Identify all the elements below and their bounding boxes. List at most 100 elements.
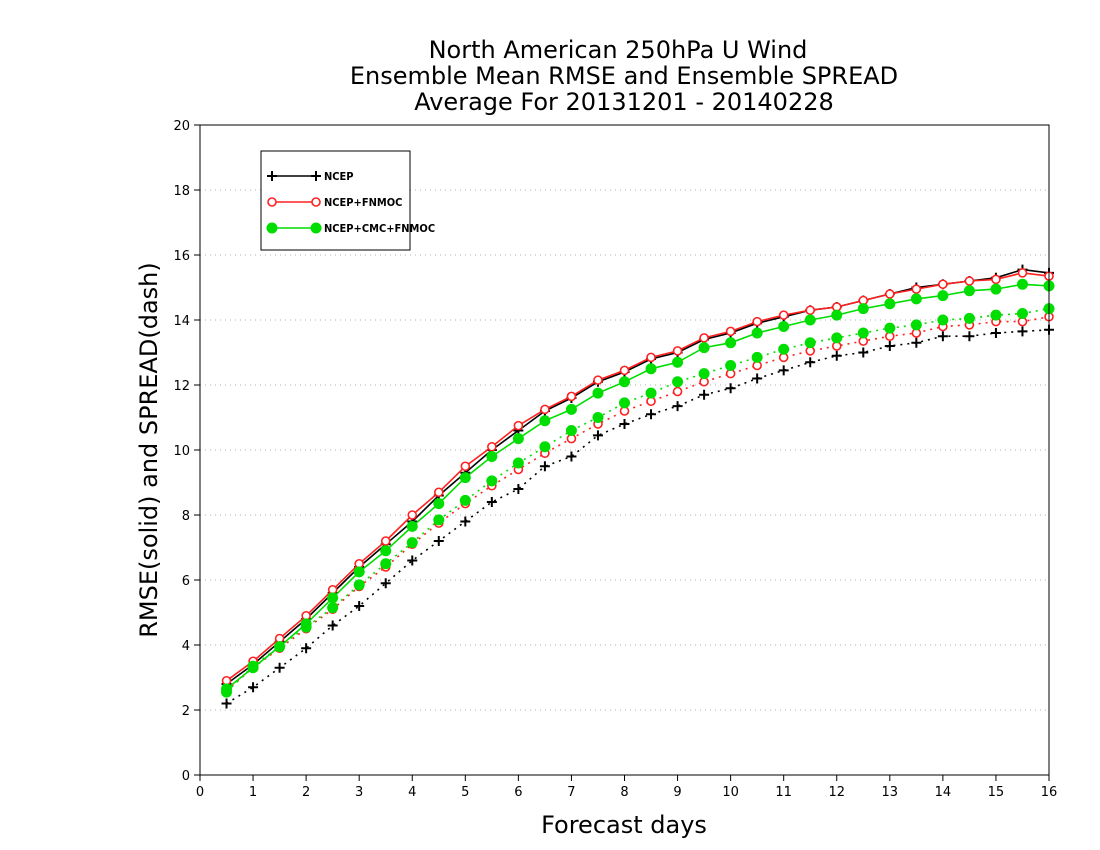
data-point (1017, 326, 1028, 337)
data-point (1016, 278, 1028, 290)
data-point (459, 472, 471, 484)
data-point (778, 310, 789, 320)
data-point (380, 536, 391, 546)
y-tick-label: 2 (182, 704, 190, 719)
title-line-2: Ensemble Mean RMSE and Ensemble SPREAD (350, 62, 898, 90)
data-point (407, 510, 418, 520)
data-point (619, 419, 630, 429)
data-point (699, 389, 710, 400)
data-point (619, 397, 630, 409)
data-point (593, 375, 603, 385)
data-point (858, 347, 869, 358)
data-point (672, 376, 684, 388)
x-tick-label: 6 (514, 785, 522, 800)
data-point (884, 298, 896, 310)
data-point (672, 356, 684, 368)
data-point (646, 352, 656, 363)
data-point (300, 618, 312, 630)
data-point (884, 322, 896, 334)
data-point (274, 662, 285, 673)
data-point (963, 285, 975, 297)
data-point (380, 578, 391, 589)
data-point (539, 461, 550, 472)
data-point (433, 498, 445, 510)
data-point (910, 319, 922, 331)
data-point (486, 475, 498, 487)
data-point (857, 327, 869, 339)
x-tick-label: 8 (620, 785, 628, 800)
data-point (592, 387, 604, 399)
data-point (805, 305, 816, 316)
data-point (645, 363, 657, 375)
x-tick-label: 0 (196, 785, 204, 800)
data-point (327, 592, 339, 604)
data-point (778, 343, 790, 355)
legend-label: NCEP (324, 170, 354, 183)
x-tick-label: 11 (775, 785, 792, 800)
data-point (752, 316, 762, 327)
x-tick-label: 10 (722, 785, 739, 800)
x-axis-label: Forecast days (541, 811, 707, 839)
data-point (937, 290, 949, 302)
data-point (248, 682, 259, 693)
data-point (247, 662, 259, 674)
data-point (645, 387, 657, 399)
chart-title: North American 250hPa U Wind Ensemble Me… (350, 36, 898, 116)
data-point (486, 497, 497, 507)
data-point (433, 536, 444, 546)
legend: NCEP NCEP+FNMOC NCEP+CMC+FNMOC (260, 150, 435, 251)
data-point (672, 386, 683, 397)
data-point (937, 314, 949, 326)
data-point (406, 537, 418, 549)
data-point (990, 283, 1002, 295)
data-point (274, 641, 286, 653)
data-point (407, 555, 418, 566)
data-point (911, 284, 922, 294)
data-point (964, 331, 975, 342)
data-point (805, 357, 816, 368)
data-point (565, 425, 577, 436)
x-tick-label: 1 (249, 785, 257, 800)
data-point (327, 620, 338, 631)
x-tick-label: 5 (461, 785, 469, 800)
data-point (433, 514, 445, 526)
legend-marker (266, 222, 278, 234)
data-point (512, 433, 524, 445)
data-point (672, 346, 683, 356)
legend-marker (311, 171, 321, 181)
data-point (221, 683, 233, 695)
y-tick-label: 16 (173, 249, 190, 264)
data-point (990, 328, 1001, 338)
data-point (221, 698, 232, 709)
y-tick-label: 18 (173, 184, 190, 199)
x-tick-label: 13 (882, 785, 899, 800)
x-tick-label: 7 (567, 785, 575, 800)
data-point (778, 365, 789, 376)
x-tick-label: 16 (1041, 785, 1058, 800)
data-point (619, 365, 630, 376)
data-point (699, 333, 709, 343)
data-point (327, 602, 339, 614)
data-point (938, 279, 948, 290)
data-point (752, 373, 763, 384)
data-point (592, 430, 603, 441)
legend-entry: NCEP+CMC+FNMOC (266, 222, 435, 235)
x-tick-label: 12 (828, 785, 845, 800)
data-point (910, 293, 922, 305)
title-line-1: North American 250hPa U Wind (429, 36, 808, 64)
data-point (433, 487, 444, 498)
data-point (540, 404, 550, 415)
x-tick-label: 15 (988, 785, 1005, 800)
data-point (539, 415, 551, 427)
y-tick-label: 0 (182, 769, 190, 784)
data-point (964, 276, 975, 286)
y-tick-label: 6 (182, 574, 190, 589)
data-point (566, 391, 577, 402)
data-point (619, 376, 630, 388)
legend-label: NCEP+CMC+FNMOC (324, 222, 435, 235)
data-point (672, 401, 683, 412)
data-point (857, 303, 869, 315)
